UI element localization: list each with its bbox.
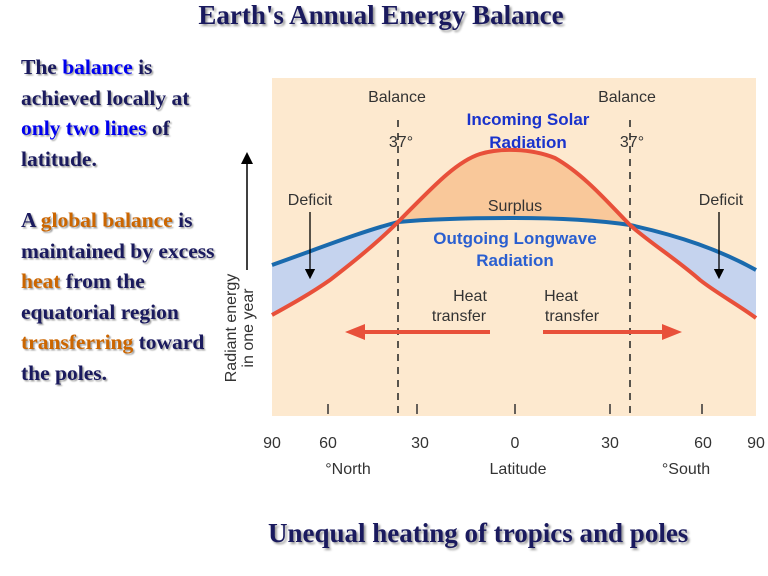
outgoing-label-1: Outgoing Longwave	[433, 229, 596, 248]
highlight-heat: heat	[21, 269, 61, 293]
x-tick-label: 30	[411, 435, 429, 452]
highlight-two-lines: only two lines	[21, 116, 147, 140]
deficit-label-right: Deficit	[699, 192, 744, 209]
latitude-37-right: 37°	[620, 134, 644, 151]
text: from the equatorial region	[21, 269, 179, 324]
highlight-global-balance: global balance	[40, 208, 173, 232]
arrowhead-left-icon	[345, 324, 365, 340]
text: is maintained by excess	[21, 208, 215, 263]
text: of latitude.	[21, 116, 170, 171]
incoming-label-1: Incoming Solar	[467, 110, 590, 129]
outgoing-label-2: Radiation	[476, 251, 553, 270]
outgoing-radiation-curve	[271, 215, 757, 272]
heat-transfer-left-2: transfer	[432, 308, 487, 325]
x-tick-label: 30	[601, 435, 619, 452]
text: is achieved locally at	[21, 55, 190, 110]
x-tick-label: 90	[263, 435, 281, 452]
deficit-area-left	[272, 222, 398, 315]
text: A	[21, 208, 41, 232]
south-label: °South	[662, 461, 710, 478]
y-axis-label-1: Radiant energy	[223, 274, 240, 383]
x-tick-label: 0	[511, 435, 520, 452]
balance-label-left: Balance	[368, 89, 426, 106]
arrowhead-right-icon	[662, 324, 682, 340]
explanation-text: The balance is achieved locally at only …	[21, 52, 221, 419]
paragraph-balance: The balance is achieved locally at only …	[21, 52, 221, 174]
paragraph-global: A global balance is maintained by excess…	[21, 205, 221, 388]
x-axis-ticks	[327, 404, 703, 414]
slide-footer: Unequal heating of tropics and poles	[268, 518, 689, 548]
deficit-label-left: Deficit	[288, 192, 333, 209]
highlight-balance: balance	[62, 55, 133, 79]
x-tick-label: 60	[319, 435, 337, 452]
heat-transfer-right-2: transfer	[545, 308, 600, 325]
surplus-label: Surplus	[488, 198, 542, 215]
y-axis-label-2: in one year	[240, 288, 257, 368]
text: toward the poles.	[21, 330, 205, 385]
incoming-label-2: Radiation	[489, 133, 566, 152]
slide-title: Earth's Annual Energy Balance	[198, 0, 564, 30]
highlight-transferring: transferring	[21, 330, 134, 354]
heat-transfer-left-1: Heat	[453, 288, 487, 305]
x-tick-label: 90	[747, 435, 765, 452]
heat-transfer-right-1: Heat	[544, 288, 578, 305]
x-axis-label: Latitude	[490, 461, 547, 478]
north-label: °North	[325, 461, 371, 478]
balance-label-right: Balance	[598, 89, 656, 106]
latitude-37-left: 37°	[389, 134, 413, 151]
x-tick-label: 60	[694, 435, 712, 452]
text: The	[21, 55, 63, 79]
incoming-radiation-curve	[271, 147, 758, 320]
